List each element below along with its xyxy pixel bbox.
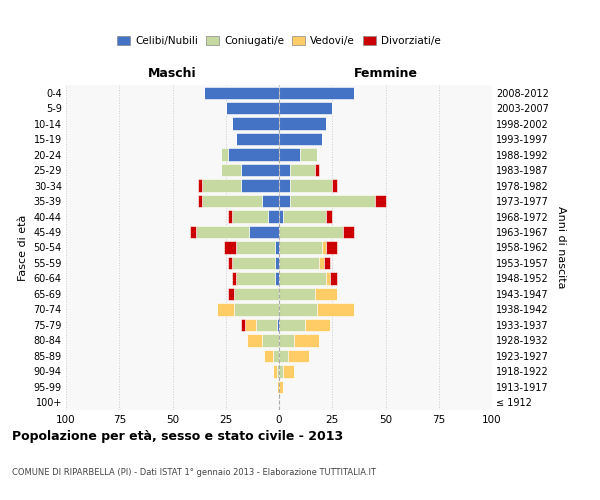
Bar xyxy=(232,272,236,284)
Bar xyxy=(232,210,268,222)
Bar xyxy=(279,303,317,316)
Bar xyxy=(236,272,275,284)
Bar xyxy=(294,334,319,346)
Bar xyxy=(272,350,279,362)
Bar xyxy=(277,318,279,331)
Bar xyxy=(279,272,326,284)
Bar xyxy=(241,180,279,192)
Bar xyxy=(232,118,279,130)
Bar xyxy=(224,242,236,254)
Bar xyxy=(287,350,309,362)
Bar xyxy=(326,242,337,254)
Bar xyxy=(241,318,245,331)
Bar xyxy=(217,303,234,316)
Text: Popolazione per età, sesso e stato civile - 2013: Popolazione per età, sesso e stato civil… xyxy=(12,430,343,443)
Bar xyxy=(324,257,330,269)
Bar xyxy=(290,195,375,207)
Bar xyxy=(268,210,279,222)
Bar xyxy=(196,226,249,238)
Bar xyxy=(272,365,277,378)
Bar xyxy=(234,303,279,316)
Bar xyxy=(277,380,279,393)
Text: Femmine: Femmine xyxy=(353,67,418,80)
Bar xyxy=(247,334,262,346)
Y-axis label: Anni di nascita: Anni di nascita xyxy=(556,206,566,288)
Bar xyxy=(319,257,324,269)
Bar xyxy=(332,180,337,192)
Bar xyxy=(264,350,272,362)
Bar xyxy=(279,164,290,176)
Bar xyxy=(249,226,279,238)
Bar xyxy=(236,133,279,145)
Bar xyxy=(279,257,319,269)
Bar xyxy=(221,164,241,176)
Bar xyxy=(279,288,315,300)
Bar xyxy=(236,242,275,254)
Bar xyxy=(322,242,326,254)
Bar xyxy=(221,148,228,161)
Bar xyxy=(315,164,319,176)
Bar xyxy=(232,257,275,269)
Bar xyxy=(279,318,305,331)
Bar xyxy=(228,148,279,161)
Bar xyxy=(245,318,256,331)
Bar xyxy=(202,180,241,192)
Bar xyxy=(279,195,290,207)
Bar xyxy=(279,242,322,254)
Bar xyxy=(279,226,343,238)
Bar xyxy=(198,195,202,207)
Bar xyxy=(279,210,283,222)
Bar xyxy=(326,272,330,284)
Bar xyxy=(275,242,279,254)
Legend: Celibi/Nubili, Coniugati/e, Vedovi/e, Divorziati/e: Celibi/Nubili, Coniugati/e, Vedovi/e, Di… xyxy=(113,32,445,50)
Bar xyxy=(279,334,294,346)
Bar xyxy=(375,195,386,207)
Bar xyxy=(198,180,202,192)
Y-axis label: Fasce di età: Fasce di età xyxy=(18,214,28,280)
Bar xyxy=(190,226,196,238)
Bar xyxy=(279,365,283,378)
Bar xyxy=(279,380,283,393)
Bar xyxy=(279,350,287,362)
Bar xyxy=(283,210,326,222)
Bar xyxy=(326,210,332,222)
Bar xyxy=(205,86,279,99)
Bar xyxy=(315,288,337,300)
Bar xyxy=(279,133,322,145)
Bar xyxy=(262,195,279,207)
Bar xyxy=(283,365,294,378)
Bar xyxy=(330,272,337,284)
Bar xyxy=(228,210,232,222)
Bar xyxy=(317,303,353,316)
Bar xyxy=(301,148,317,161)
Bar xyxy=(290,180,332,192)
Bar xyxy=(279,86,353,99)
Text: Maschi: Maschi xyxy=(148,67,197,80)
Bar xyxy=(241,164,279,176)
Bar xyxy=(275,257,279,269)
Bar xyxy=(279,118,326,130)
Bar xyxy=(277,365,279,378)
Bar xyxy=(234,288,279,300)
Bar xyxy=(226,102,279,115)
Bar xyxy=(275,272,279,284)
Bar xyxy=(228,257,232,269)
Bar xyxy=(279,148,301,161)
Bar xyxy=(343,226,353,238)
Bar xyxy=(228,288,234,300)
Bar xyxy=(279,180,290,192)
Bar xyxy=(305,318,330,331)
Bar xyxy=(262,334,279,346)
Bar xyxy=(290,164,315,176)
Bar xyxy=(279,102,332,115)
Text: COMUNE DI RIPARBELLA (PI) - Dati ISTAT 1° gennaio 2013 - Elaborazione TUTTITALIA: COMUNE DI RIPARBELLA (PI) - Dati ISTAT 1… xyxy=(12,468,376,477)
Bar xyxy=(202,195,262,207)
Bar xyxy=(256,318,277,331)
